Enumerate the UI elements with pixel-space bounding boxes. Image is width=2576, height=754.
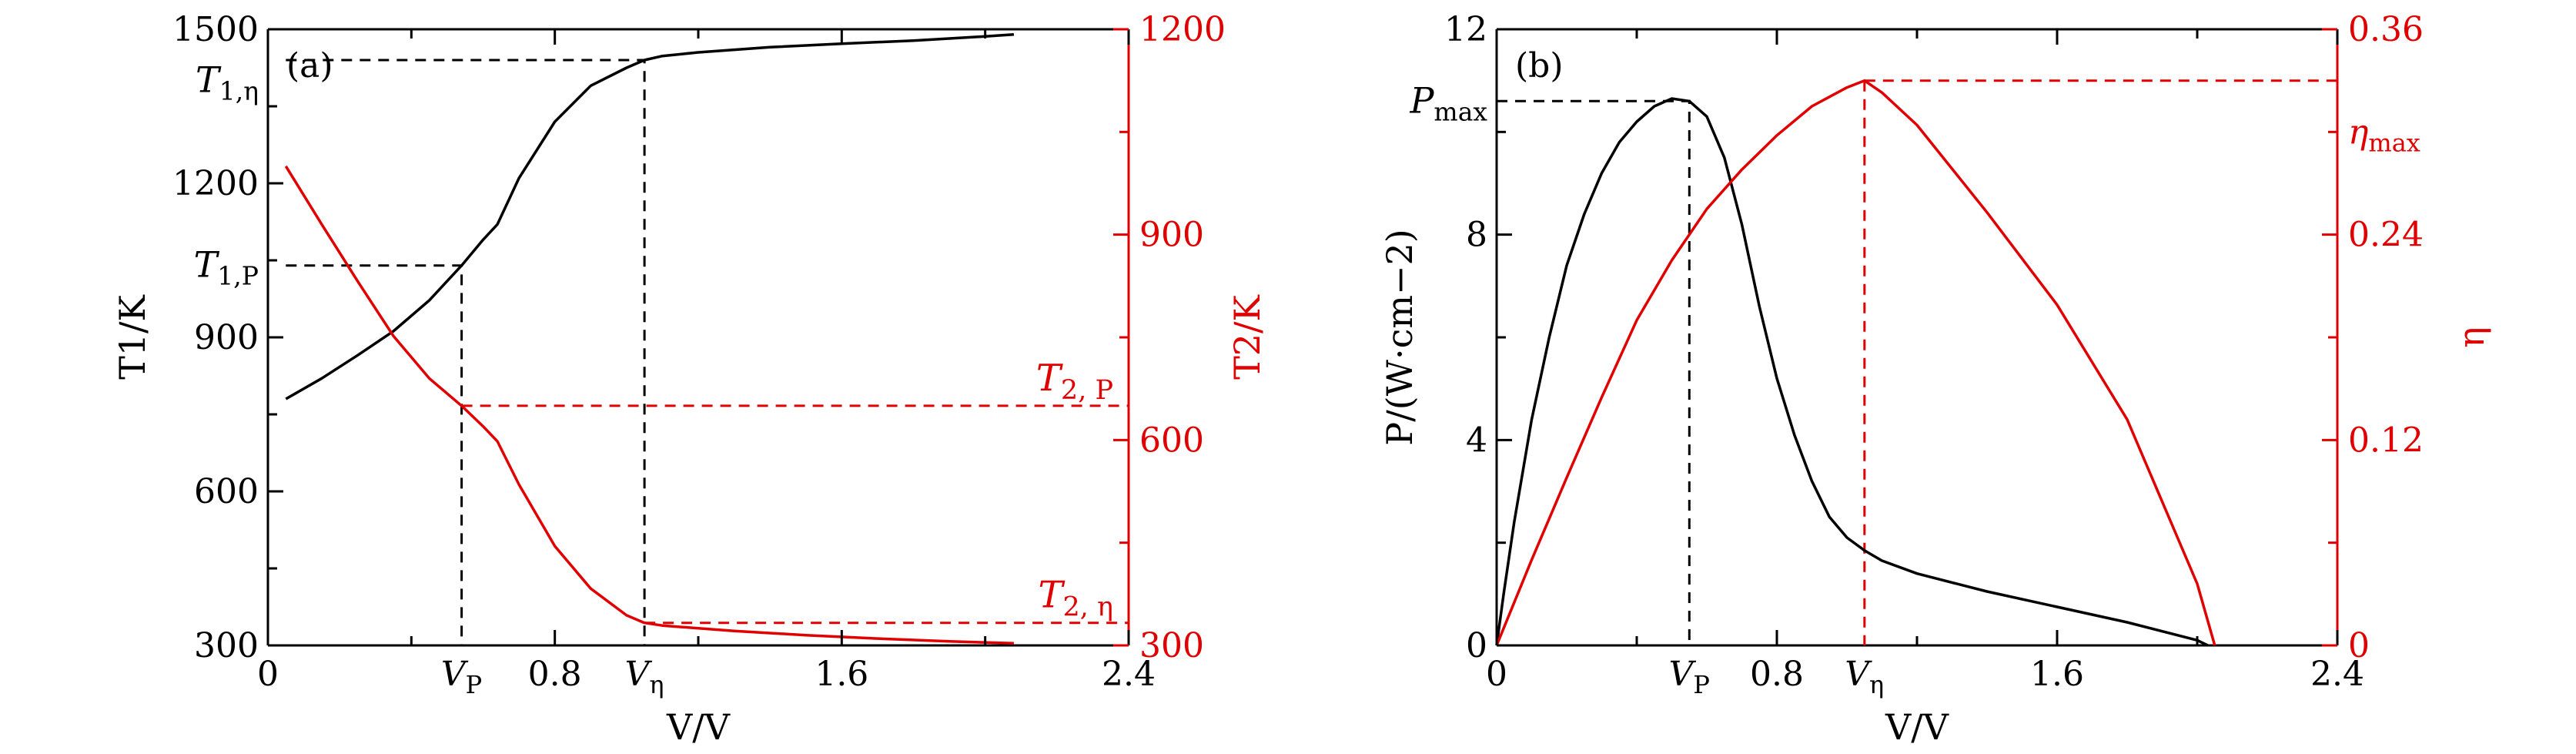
left-y-tick-label: 300 [194,626,259,665]
x-axis-title: V/V [1885,706,1949,748]
right-y-tick-label: 600 [1139,421,1204,460]
right-annotation: T2, η [1038,574,1113,623]
x-tick-label: 2.4 [2310,655,2364,694]
panel-label: (b) [1515,46,1564,85]
right-y-axis-title: T2/K [1226,293,1268,379]
left-y-tick-label: 1500 [172,10,259,49]
x-tick-label: 0.8 [528,655,582,694]
x-tick-label: 2.4 [1102,655,1156,694]
left-y-tick-label: 0 [1466,626,1487,665]
series-line-1 [284,165,1014,645]
series-line-1 [1495,79,2216,646]
x-tick-label: 0 [257,655,279,694]
series-line-0 [1495,97,2209,647]
left-y-tick-label: 1200 [172,164,259,203]
left-y-tick-label: 900 [194,318,259,357]
right-y-marker-label: ηmax [2348,112,2420,157]
right-y-tick-label: 1200 [1139,10,1226,49]
left-y-tick-label: 600 [194,472,259,511]
x-tick-label: 0.8 [1750,655,1804,694]
x-marker-tick-label: Vη [625,655,664,699]
left-y-tick-label: 4 [1466,421,1487,460]
x-tick-label: 1.6 [815,655,868,694]
left-y-tick-label: 12 [1444,10,1487,49]
x-marker-tick-label: Vη [1845,655,1884,699]
right-annotation: T2, P [1036,357,1113,406]
right-y-tick-label: 0.24 [2348,216,2424,255]
left-y-axis-title: P/(W·cm−2) [1379,229,1420,445]
x-marker-tick-label: VP [441,655,482,699]
x-tick-label: 1.6 [2030,655,2084,694]
series-line-0 [285,32,1015,400]
right-y-tick-label: 300 [1139,626,1204,665]
x-axis-title: V/V [666,706,731,748]
right-y-axis-title: η [2451,327,2492,348]
left-y-marker-label: T1,P [194,244,259,291]
right-y-tick-label: 900 [1139,216,1204,255]
right-y-tick-label: 0.12 [2348,421,2424,460]
x-marker-tick-label: VP [1669,655,1710,699]
right-y-tick-label: 0 [2348,626,2370,665]
x-tick-label: 0 [1486,655,1507,694]
left-y-axis-title: T1/K [112,293,153,379]
left-y-marker-label: Pmax [1409,79,1487,126]
right-y-tick-label: 0.36 [2348,10,2424,49]
panel-label: (a) [286,46,333,85]
left-y-marker-label: T1,η [196,59,259,106]
left-y-tick-label: 8 [1466,216,1487,255]
